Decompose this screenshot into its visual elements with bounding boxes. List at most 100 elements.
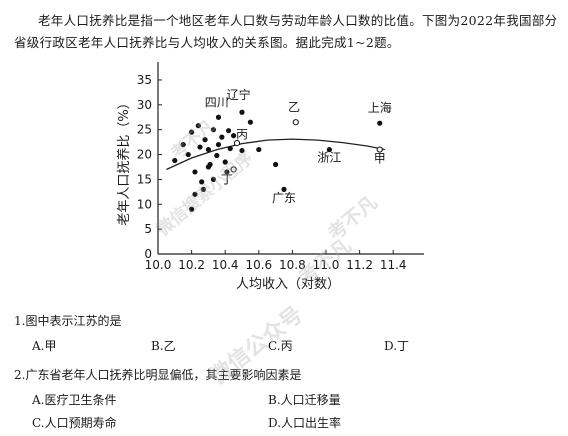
data-point	[210, 127, 217, 133]
y-tick-label: 20	[137, 148, 152, 162]
data-point	[192, 191, 198, 197]
province-label: 上海	[368, 100, 392, 115]
y-tick-label: 15	[137, 172, 152, 186]
data-point	[225, 128, 232, 134]
q1-option-c[interactable]: C.丙	[268, 337, 293, 354]
chart-ticks: 10.0 10.2 10.4 10.6 10.8 11.0 11.2 11.4 0 5 10 15 20…	[137, 73, 407, 272]
data-point	[239, 147, 245, 154]
province-label: 乙	[288, 100, 300, 114]
data-point	[199, 179, 205, 185]
chart-axes	[157, 62, 424, 255]
option-letter: C.	[268, 339, 281, 353]
province-label: 四川	[205, 95, 229, 109]
q1-option-b[interactable]: B.乙	[151, 337, 176, 354]
q2-option-c[interactable]: C.人口预期寿命	[32, 414, 117, 431]
option-letter: A.	[32, 339, 45, 353]
data-point	[326, 146, 332, 153]
data-point	[239, 109, 245, 115]
question-2-stem: 2.广东省老年人口抚养比明显偏低，其主要影响因素是	[14, 366, 301, 383]
data-point	[210, 176, 217, 183]
x-tick-label: 11.2	[346, 258, 373, 272]
province-label: 浙江	[317, 151, 341, 165]
trend-curve	[166, 138, 385, 171]
y-tick-label: 30	[137, 98, 152, 112]
option-text: 人口迁移量	[280, 393, 341, 407]
data-point	[189, 129, 195, 135]
data-point	[197, 144, 203, 150]
option-letter: B.	[151, 339, 164, 353]
data-point	[195, 123, 201, 129]
data-point	[200, 186, 206, 192]
y-axis-label: 老年人口抚养比（%）	[116, 96, 132, 225]
data-point	[219, 134, 225, 140]
data-point	[222, 159, 228, 165]
data-point	[207, 161, 213, 168]
intro-paragraph: 老年人口抚养比是指一个地区老年人口数与劳动年龄人口数的比值。下图为2022年我国…	[14, 13, 558, 50]
data-points	[172, 109, 383, 212]
q2-option-d[interactable]: D.人口出生率	[268, 414, 341, 431]
option-letter: D.	[268, 416, 282, 430]
data-point	[256, 146, 262, 153]
data-point	[377, 120, 383, 126]
question-2-number: 2.	[14, 368, 26, 382]
option-text: 丁	[397, 339, 410, 353]
x-tick-label: 10.0	[145, 258, 172, 272]
y-tick-label: 10	[137, 197, 152, 211]
data-point	[189, 206, 195, 212]
option-text: 乙	[163, 339, 176, 353]
province-label: 广东	[272, 191, 296, 205]
x-tick-label: 11.4	[380, 258, 407, 272]
data-point	[205, 146, 211, 153]
province-label: 甲	[374, 151, 386, 165]
x-tick-label: 11.0	[313, 258, 340, 272]
question-2-text: 广东省老年人口抚养比明显偏低，其主要影响因素是	[25, 368, 302, 382]
option-text: 丙	[280, 339, 293, 353]
province-label: 丁	[221, 172, 233, 186]
x-tick-label: 10.6	[245, 258, 272, 272]
data-point	[247, 119, 253, 125]
option-text: 人口预期寿命	[44, 416, 117, 430]
question-1-number: 1.	[14, 314, 26, 328]
option-text: 人口出生率	[281, 416, 342, 430]
data-point	[215, 141, 222, 148]
q1-option-a[interactable]: A.甲	[32, 337, 57, 354]
hollow-data-point	[230, 166, 237, 173]
option-letter: C.	[32, 416, 45, 430]
option-text: 甲	[44, 339, 57, 353]
data-point	[227, 145, 233, 152]
data-point	[202, 137, 208, 143]
data-point	[192, 169, 198, 175]
x-axis-label: 人均收入（对数）	[236, 277, 340, 292]
data-point	[281, 186, 287, 192]
data-point	[231, 133, 237, 139]
option-letter: B.	[268, 393, 281, 407]
data-point	[172, 157, 178, 164]
hollow-data-point	[376, 146, 383, 153]
option-letter: D.	[384, 339, 398, 353]
y-tick-label: 35	[137, 73, 152, 87]
y-tick-label: 5	[144, 222, 152, 236]
x-tick-label: 10.2	[178, 258, 205, 272]
trend-curve-group	[166, 138, 385, 171]
data-point	[215, 114, 222, 120]
data-point	[273, 161, 279, 168]
option-text: 医疗卫生条件	[44, 393, 117, 407]
q1-option-d[interactable]: D.丁	[384, 337, 409, 354]
y-tick-label: 25	[137, 123, 152, 137]
data-point	[214, 152, 220, 159]
x-tick-label: 10.4	[212, 258, 239, 272]
q2-option-b[interactable]: B.人口迁移量	[268, 391, 341, 408]
data-point	[185, 151, 191, 158]
province-label: 辽宁	[227, 87, 251, 102]
question-1-stem: 1.图中表示江苏的是	[14, 312, 121, 329]
province-label: 丙	[236, 128, 248, 142]
option-letter: A.	[32, 393, 45, 407]
question-1-text: 图中表示江苏的是	[25, 314, 122, 328]
q2-option-a[interactable]: A.医疗卫生条件	[32, 391, 117, 408]
y-tick-label: 0	[144, 247, 152, 261]
data-point	[224, 169, 230, 175]
x-tick-label: 10.8	[279, 258, 306, 272]
hollow-data-point	[292, 119, 299, 126]
